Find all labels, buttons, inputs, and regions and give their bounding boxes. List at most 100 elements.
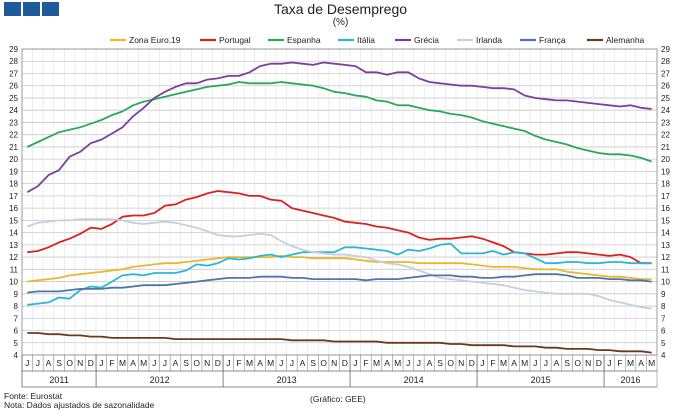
- chart-unit: (%): [332, 17, 349, 28]
- month-label: J: [417, 358, 421, 368]
- legend-label: Espanha: [287, 35, 321, 45]
- year-label: 2011: [49, 375, 68, 385]
- y-tick-label-left: 28: [9, 57, 18, 66]
- month-label: A: [257, 358, 263, 368]
- month-label: O: [574, 358, 581, 368]
- legend-label: Zona Euro.19: [129, 35, 181, 45]
- y-tick-label-right: 24: [661, 106, 670, 115]
- month-label: D: [215, 358, 221, 368]
- year-label: 2015: [531, 375, 551, 385]
- series-line-gr-cia: [26, 61, 652, 193]
- month-label: D: [469, 358, 475, 368]
- series-line-espanha: [26, 81, 652, 163]
- month-label: N: [585, 358, 591, 368]
- y-tick-label-left: 10: [9, 278, 18, 287]
- logo-square: [42, 2, 59, 16]
- month-label: S: [183, 358, 189, 368]
- legend-label: Portugal: [219, 35, 251, 45]
- y-tick-label-right: 5: [661, 339, 666, 348]
- y-tick-label-left: 24: [9, 106, 18, 115]
- month-label: A: [427, 358, 433, 368]
- y-tick-label-right: 18: [661, 180, 670, 189]
- y-tick-label-left: 16: [9, 204, 18, 213]
- month-label: A: [554, 358, 560, 368]
- month-label: D: [88, 358, 94, 368]
- month-label: J: [480, 358, 484, 368]
- month-label: O: [447, 358, 454, 368]
- year-label: 2016: [621, 375, 641, 385]
- y-tick-label-left: 29: [9, 45, 18, 54]
- legend-label: Grécia: [414, 35, 439, 45]
- y-tick-label-left: 17: [9, 192, 18, 201]
- month-label: M: [140, 358, 147, 368]
- y-tick-label-left: 6: [14, 327, 19, 336]
- y-tick-label-right: 8: [661, 302, 666, 311]
- month-label: N: [458, 358, 464, 368]
- month-label: S: [437, 358, 443, 368]
- month-label: M: [394, 358, 401, 368]
- month-label: M: [521, 358, 528, 368]
- year-label: 2014: [404, 375, 424, 385]
- y-tick-label-right: 22: [661, 131, 670, 140]
- y-tick-label-left: 4: [14, 351, 19, 360]
- year-label: 2013: [277, 375, 297, 385]
- logo-square: [23, 2, 40, 16]
- y-tick-label-left: 20: [9, 155, 18, 164]
- month-label: J: [226, 358, 230, 368]
- month-label: J: [279, 358, 283, 368]
- legend-label: França: [539, 35, 566, 45]
- y-tick-label-left: 11: [10, 265, 19, 274]
- month-label: J: [353, 358, 357, 368]
- month-label: A: [300, 358, 306, 368]
- month-label: D: [596, 358, 602, 368]
- y-tick-label-right: 7: [661, 314, 666, 323]
- month-label: J: [533, 358, 537, 368]
- y-tick-label-left: 12: [9, 253, 18, 262]
- month-label: D: [342, 358, 348, 368]
- series-line-alemanha: [27, 332, 652, 354]
- y-tick-label-left: 27: [9, 69, 18, 78]
- month-label: M: [119, 358, 126, 368]
- series-line-it-lia: [27, 242, 652, 306]
- y-tick-label-right: 28: [661, 57, 670, 66]
- month-label: S: [564, 358, 570, 368]
- y-tick-label-right: 26: [661, 82, 670, 91]
- month-label: J: [163, 358, 167, 368]
- month-label: M: [373, 358, 380, 368]
- y-tick-label-right: 15: [661, 216, 670, 225]
- y-tick-label-left: 9: [14, 290, 19, 299]
- y-tick-label-right: 23: [661, 118, 670, 127]
- y-tick-label-right: 9: [661, 290, 666, 299]
- y-tick-label-right: 21: [661, 143, 670, 152]
- series-line-portugal: [27, 190, 652, 265]
- adjustment-note: Nota: Dados ajustados de sazonalidade: [4, 400, 155, 410]
- y-tick-label-left: 8: [14, 302, 19, 311]
- month-label: A: [130, 358, 136, 368]
- gee-logo: [4, 2, 59, 16]
- y-tick-label-right: 16: [661, 204, 670, 213]
- month-label: N: [331, 358, 337, 368]
- y-tick-label-left: 18: [9, 180, 18, 189]
- y-tick-label-left: 23: [9, 118, 18, 127]
- month-label: O: [193, 358, 200, 368]
- y-tick-label-left: 21: [9, 143, 18, 152]
- month-label: N: [204, 358, 210, 368]
- y-tick-label-right: 17: [661, 192, 670, 201]
- month-label: O: [320, 358, 327, 368]
- month-label: J: [25, 358, 29, 368]
- y-tick-label-left: 13: [9, 241, 18, 250]
- month-label: J: [406, 358, 410, 368]
- y-tick-label-left: 7: [14, 314, 19, 323]
- y-tick-label-right: 19: [661, 167, 670, 176]
- month-label: M: [246, 358, 253, 368]
- y-tick-label-right: 29: [661, 45, 670, 54]
- month-label: J: [152, 358, 156, 368]
- month-label: J: [99, 358, 103, 368]
- legend-label: Itália: [357, 35, 375, 45]
- y-tick-label-right: 11: [661, 265, 670, 274]
- month-label: N: [77, 358, 83, 368]
- month-label: S: [56, 358, 62, 368]
- month-label: F: [490, 358, 495, 368]
- month-label: A: [46, 358, 52, 368]
